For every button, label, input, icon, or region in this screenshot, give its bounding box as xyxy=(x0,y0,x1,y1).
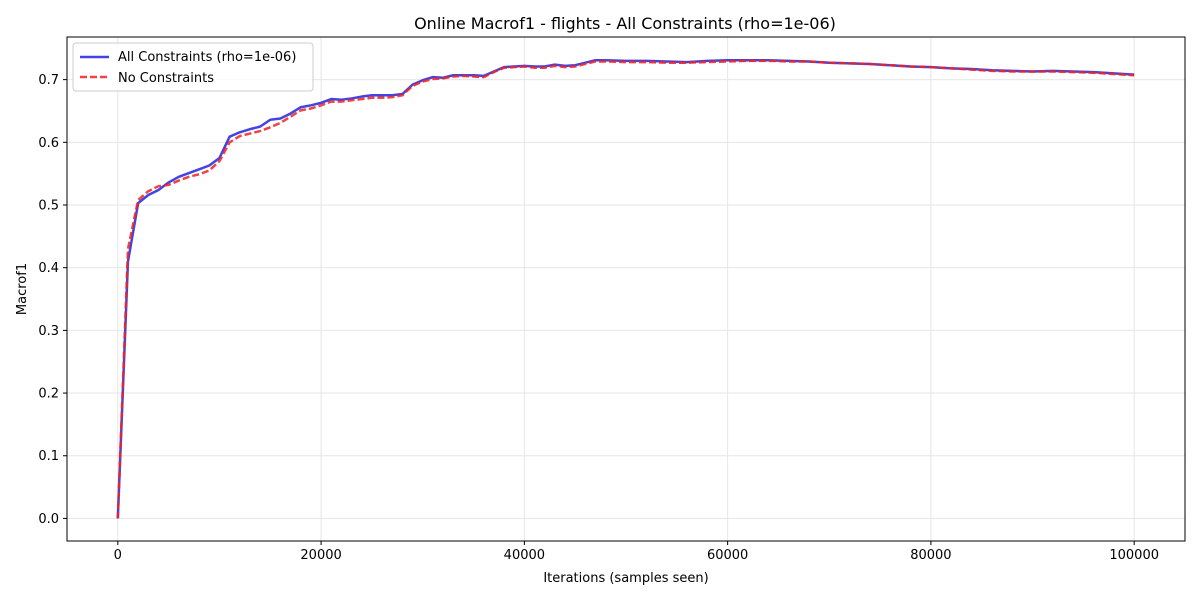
x-tick-label: 20000 xyxy=(300,548,341,563)
legend: All Constraints (rho=1e-06) No Constrain… xyxy=(72,42,314,92)
y-tick-label: 0.4 xyxy=(38,261,59,276)
y-tick-label: 0.6 xyxy=(38,136,59,151)
x-tick-label: 80000 xyxy=(910,548,951,563)
plot-area-frame xyxy=(66,36,1186,542)
x-tick-label: 0 xyxy=(114,548,122,563)
x-tick-label: 40000 xyxy=(504,548,545,563)
y-tick-label: 0.0 xyxy=(38,512,59,527)
x-tick-label: 60000 xyxy=(707,548,748,563)
legend-label-all-constraints: All Constraints (rho=1e-06) xyxy=(118,50,296,65)
axis-ticks: 0 20000 40000 60000 80000 100000 0.0 0.1 0.2 0.3 0… xyxy=(38,73,1159,563)
x-tick-label: 100000 xyxy=(1109,548,1159,563)
y-axis-label: Macrof1 xyxy=(15,263,30,315)
x-axis-label: Iterations (samples seen) xyxy=(543,571,708,586)
series-line-no-constraints xyxy=(116,59,1135,519)
grid xyxy=(67,37,1185,541)
y-tick-label: 0.2 xyxy=(38,387,59,402)
y-tick-label: 0.5 xyxy=(38,199,59,214)
y-tick-label: 0.7 xyxy=(38,73,59,88)
legend-box xyxy=(72,42,314,92)
legend-label-no-constraints: No Constraints xyxy=(118,71,214,86)
y-tick-label: 0.3 xyxy=(38,324,59,339)
y-tick-label: 0.1 xyxy=(38,449,59,464)
chart-title: Online Macrof1 - flights - All Constrain… xyxy=(414,14,836,33)
plot-series xyxy=(116,58,1135,519)
